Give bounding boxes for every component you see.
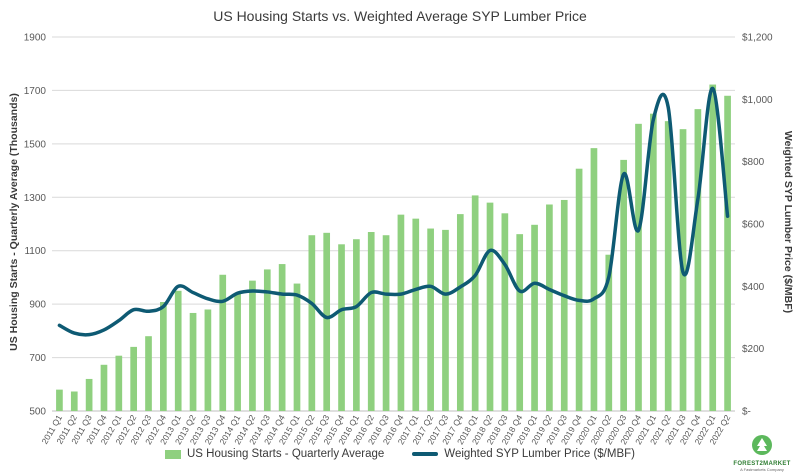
bar [649,113,657,412]
legend: US Housing Starts - Quarterly Average We… [0,448,800,460]
bar [575,168,583,411]
bar [590,148,598,412]
bar [724,95,731,412]
left-tick-label: 1100 [24,246,46,257]
right-tick-label: $- [742,407,751,418]
chart-title: US Housing Starts vs. Weighted Average S… [213,8,587,24]
bar [189,312,197,411]
legend-swatch-line [412,452,439,456]
logo-name: FOREST2MARKET [733,461,791,467]
left-tick-label: 1900 [24,33,47,44]
bar [130,346,138,411]
tree-icon [752,435,772,455]
bar [115,355,123,411]
bar [263,269,271,411]
gridlines [52,36,735,412]
bar [442,229,449,411]
right-tick-label: $1,000 [742,95,773,106]
left-tick-label: 1700 [24,86,47,97]
lumber-price-line [57,86,730,337]
bar [694,109,702,411]
right-tick-label: $400 [742,282,765,293]
bar [620,159,627,411]
bar [397,214,405,411]
bar [145,336,152,411]
bar [427,228,434,411]
bar [56,389,63,411]
bar [85,378,93,411]
right-axis-ticks: $- $200 $400 $600 $800 $1,000 $1,200 [742,33,773,418]
bar [501,213,509,411]
bar [367,232,375,411]
bar [323,232,331,411]
bar [664,121,672,412]
left-tick-label: 700 [29,353,46,364]
left-tick-label: 1300 [24,193,47,204]
legend-item-lumber-price: Weighted SYP Lumber Price ($/MBF) [412,448,635,460]
legend-item-housing-starts: US Housing Starts - Quarterly Average [165,448,384,460]
bar [308,235,316,411]
right-tick-label: $600 [742,220,765,231]
bar [709,84,717,412]
bar [293,283,301,411]
bar [338,244,345,411]
legend-swatch-bar [165,449,181,459]
bar [516,234,524,411]
bar [278,264,286,411]
left-tick-label: 500 [29,407,46,418]
bar [471,195,479,411]
legend-label-lumber-price: Weighted SYP Lumber Price ($/MBF) [444,448,635,460]
bar [546,204,553,411]
line-series [57,86,730,337]
bar [605,254,613,411]
bar [160,302,167,411]
bar [412,218,420,411]
bar [204,309,212,411]
bar [174,290,182,411]
left-tick-label: 1500 [24,139,47,150]
right-tick-label: $800 [742,157,765,168]
left-tick-label: 900 [29,300,46,311]
bar-series [56,84,731,412]
bar [100,364,108,411]
right-tick-label: $200 [742,344,765,355]
bar [382,235,390,411]
left-axis-title: US Housing Starts - Quarterly Average (T… [8,93,20,351]
forest2market-logo: FOREST2MARKET A Fastmarkets Company [732,434,792,472]
bar [70,391,78,411]
bar [353,239,360,411]
right-axis-title: Weighted SYP Lumber Price ($/MBF) [782,131,794,313]
bar [219,274,227,411]
bar [249,280,256,411]
bar [560,199,568,411]
left-axis-ticks: 500 700 900 1100 1300 1500 1700 1900 [24,33,47,418]
bar [234,293,241,411]
bar [456,214,464,411]
legend-label-housing-starts: US Housing Starts - Quarterly Average [187,448,385,460]
right-tick-label: $1,200 [742,33,773,44]
logo-subtitle: A Fastmarkets Company [740,467,784,472]
bar [486,202,494,411]
bar [531,224,538,411]
bar [635,123,642,412]
